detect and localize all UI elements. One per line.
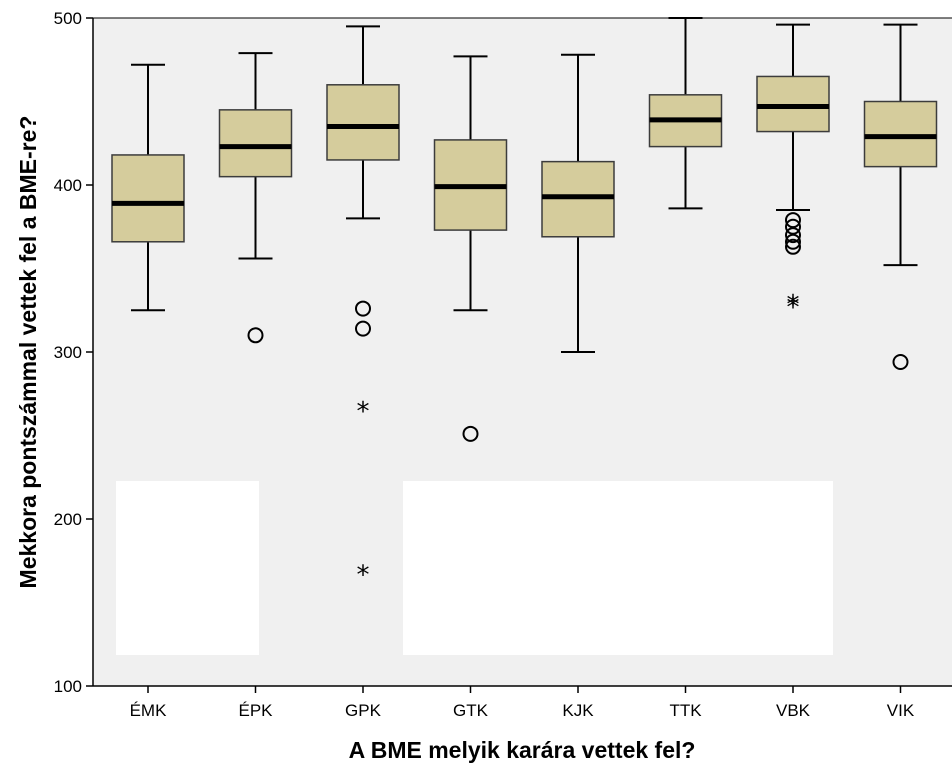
y-tick-label: 300 bbox=[54, 343, 82, 362]
y-tick-label: 100 bbox=[54, 677, 82, 696]
box-group bbox=[541, 53, 615, 353]
outlier-point bbox=[785, 227, 801, 244]
outlier-point bbox=[785, 233, 801, 250]
x-tick-label: GTK bbox=[453, 701, 489, 720]
overlay-layer bbox=[116, 481, 833, 655]
ticks-layer: 100 200 300 400 500 ÉMK ÉPK GPK GTK KJK TTK VBK VIK bbox=[54, 9, 915, 720]
outlier-point bbox=[892, 354, 909, 371]
x-tick-label: VIK bbox=[887, 701, 915, 720]
box-iqr bbox=[326, 84, 400, 161]
outlier-point bbox=[462, 425, 479, 442]
box-iqr bbox=[541, 160, 615, 238]
x-tick-label: GPK bbox=[345, 701, 382, 720]
box-group bbox=[648, 17, 723, 210]
outlier-point bbox=[785, 238, 801, 255]
x-tick-label: ÉPK bbox=[238, 701, 273, 720]
extreme-point: * bbox=[787, 290, 800, 320]
extreme-point: * bbox=[357, 397, 370, 427]
overlay-mask-center bbox=[403, 481, 833, 655]
box-group: ** bbox=[326, 25, 400, 590]
boxes-layer: **** bbox=[111, 17, 938, 590]
box-group bbox=[433, 55, 508, 442]
outlier-point bbox=[355, 300, 371, 317]
box-iqr bbox=[111, 154, 185, 243]
y-tick-label: 200 bbox=[54, 510, 82, 529]
outlier-point bbox=[247, 327, 264, 344]
box-iqr bbox=[218, 109, 293, 178]
x-tick-label: ÉMK bbox=[130, 701, 168, 720]
y-axis-title: Mekkora pontszámmal vettek fel a BME-re? bbox=[15, 116, 41, 589]
overlay-mask-left bbox=[116, 481, 259, 655]
outlier-point bbox=[355, 320, 371, 337]
y-tick-label: 400 bbox=[54, 176, 82, 195]
outlier-point bbox=[785, 218, 801, 235]
box-group bbox=[111, 63, 185, 312]
box-iqr bbox=[863, 100, 938, 168]
extreme-point: * bbox=[787, 293, 800, 323]
x-tick-label: TTK bbox=[669, 701, 702, 720]
box-group bbox=[863, 23, 938, 371]
x-tick-label: KJK bbox=[562, 701, 594, 720]
outlier-point bbox=[785, 212, 801, 229]
box-group: ** bbox=[756, 23, 830, 323]
y-tick-label: 500 bbox=[54, 9, 82, 28]
x-axis-title: A BME melyik karára vettek fel? bbox=[349, 737, 696, 763]
x-tick-label: VBK bbox=[776, 701, 811, 720]
box-group bbox=[218, 52, 293, 344]
box-iqr bbox=[756, 75, 830, 133]
extreme-point: * bbox=[357, 560, 370, 590]
